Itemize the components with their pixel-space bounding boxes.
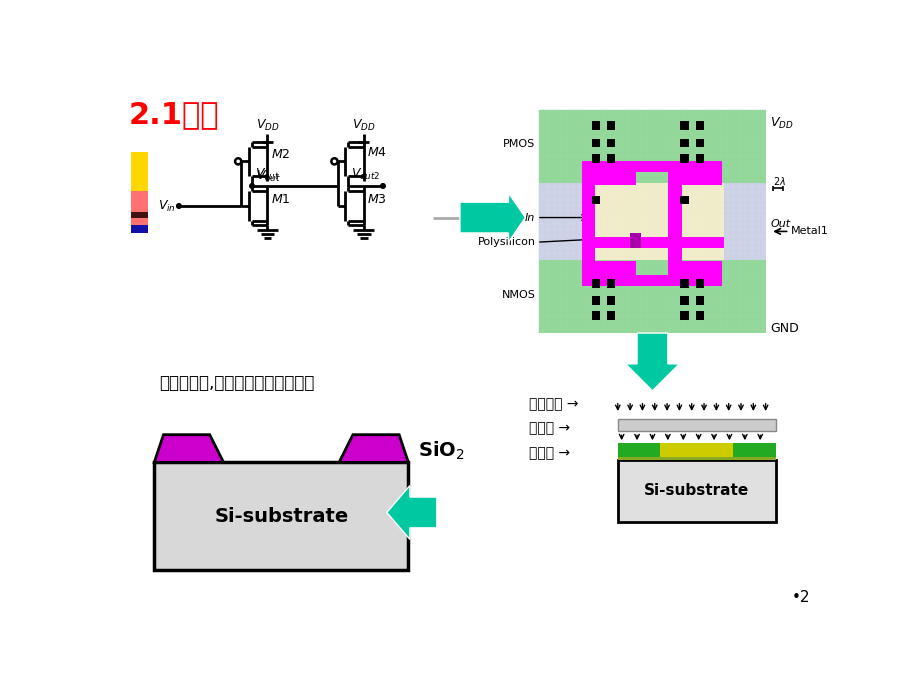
Bar: [695, 296, 703, 304]
Text: $V_{out}$: $V_{out}$: [255, 167, 280, 182]
Bar: [131, 190, 148, 233]
Bar: [607, 311, 615, 320]
Text: GND: GND: [769, 322, 798, 335]
Bar: [539, 110, 766, 333]
Bar: [667, 171, 681, 275]
Text: Metal1: Metal1: [790, 226, 828, 237]
Bar: [581, 171, 595, 275]
Bar: [679, 196, 688, 204]
Bar: [591, 279, 599, 288]
Bar: [695, 155, 703, 163]
Bar: [581, 262, 635, 275]
Bar: [679, 311, 688, 320]
Text: Si-substrate: Si-substrate: [643, 484, 749, 498]
Bar: [618, 419, 775, 431]
Text: $2\lambda$: $2\lambda$: [772, 175, 785, 187]
Bar: [591, 121, 599, 130]
Bar: [591, 196, 599, 204]
Bar: [695, 311, 703, 320]
Bar: [581, 161, 721, 172]
Text: $M2$: $M2$: [270, 148, 289, 161]
Bar: [591, 296, 599, 304]
Text: 可进行掺杂,离子注入，扩散等工艺: 可进行掺杂,离子注入，扩散等工艺: [160, 374, 314, 392]
Text: In: In: [525, 213, 535, 223]
Bar: [607, 139, 615, 148]
Bar: [131, 212, 148, 217]
Text: $V_{DD}$: $V_{DD}$: [255, 118, 279, 133]
Polygon shape: [386, 486, 437, 540]
Circle shape: [249, 184, 254, 188]
Bar: [695, 279, 703, 288]
Bar: [679, 121, 688, 130]
Circle shape: [235, 158, 241, 164]
Bar: [679, 279, 688, 288]
Bar: [695, 139, 703, 148]
Text: $V_{in}$: $V_{in}$: [158, 199, 176, 213]
Circle shape: [235, 158, 241, 164]
Bar: [581, 183, 723, 260]
Bar: [591, 139, 599, 148]
Bar: [131, 225, 148, 233]
Text: $V_{DD}$: $V_{DD}$: [769, 116, 793, 131]
Bar: [618, 460, 775, 522]
Text: Out: Out: [769, 219, 789, 228]
Bar: [679, 155, 688, 163]
Bar: [607, 279, 615, 288]
Text: 2.1引言: 2.1引言: [129, 100, 219, 129]
Bar: [607, 155, 615, 163]
Bar: [667, 171, 721, 185]
Text: $V_{out}$: $V_{out}$: [255, 168, 280, 184]
Bar: [618, 443, 775, 457]
Text: SiO$_2$: SiO$_2$: [417, 440, 464, 462]
Circle shape: [176, 204, 181, 208]
Text: $M1$: $M1$: [270, 193, 289, 206]
Text: PMOS: PMOS: [503, 139, 535, 150]
Text: $V_{DD}$: $V_{DD}$: [351, 118, 375, 133]
Bar: [539, 110, 766, 183]
Bar: [539, 183, 766, 260]
Text: Polysilicon: Polysilicon: [477, 237, 535, 247]
Bar: [679, 296, 688, 304]
Bar: [607, 296, 615, 304]
Bar: [591, 311, 599, 320]
Bar: [607, 121, 615, 130]
Bar: [591, 155, 599, 163]
Bar: [131, 152, 148, 190]
Bar: [679, 139, 688, 148]
Text: $V_{out2}$: $V_{out2}$: [350, 167, 380, 182]
Bar: [630, 233, 641, 248]
Text: NMOS: NMOS: [501, 290, 535, 299]
Bar: [618, 457, 775, 460]
Text: $M3$: $M3$: [367, 193, 386, 206]
Text: Si-substrate: Si-substrate: [214, 507, 348, 526]
Polygon shape: [154, 435, 223, 462]
Bar: [539, 260, 766, 333]
Text: 紫外线光 →: 紫外线光 →: [528, 397, 578, 411]
Bar: [581, 171, 635, 185]
Text: $M4$: $M4$: [367, 146, 386, 159]
Circle shape: [380, 184, 385, 188]
Bar: [581, 237, 723, 248]
Bar: [154, 462, 408, 570]
Text: 光刻胶 →: 光刻胶 →: [528, 446, 570, 460]
Bar: [667, 262, 721, 275]
Bar: [695, 121, 703, 130]
Polygon shape: [339, 435, 408, 462]
Text: •2: •2: [791, 590, 810, 605]
Text: 掩模版 →: 掩模版 →: [528, 422, 570, 435]
Polygon shape: [625, 333, 678, 391]
Circle shape: [331, 158, 337, 164]
Bar: [581, 275, 721, 286]
Polygon shape: [460, 193, 525, 242]
Bar: [660, 443, 732, 457]
